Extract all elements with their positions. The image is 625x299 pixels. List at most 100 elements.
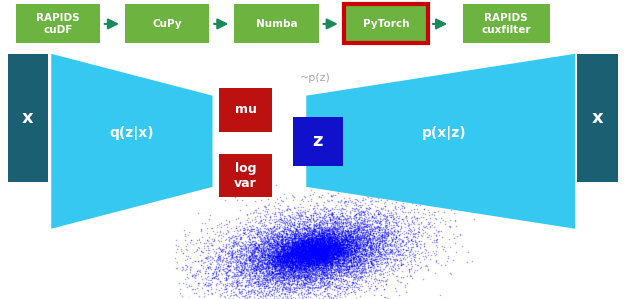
Point [304, 260, 314, 264]
Point [326, 237, 336, 241]
Point [292, 265, 302, 269]
Point [324, 245, 334, 250]
Point [319, 282, 329, 287]
Point [345, 248, 355, 253]
Point [319, 254, 329, 258]
Point [319, 257, 329, 261]
Point [359, 247, 369, 252]
Point [328, 253, 338, 257]
Point [286, 290, 296, 295]
Point [295, 254, 305, 258]
Point [271, 265, 281, 270]
Point [332, 245, 342, 250]
Point [301, 260, 311, 264]
Point [296, 256, 306, 260]
Point [258, 254, 268, 259]
Point [357, 246, 367, 251]
Point [349, 241, 359, 246]
Point [309, 248, 319, 253]
Point [241, 290, 251, 295]
Point [299, 219, 309, 223]
Point [302, 254, 312, 259]
Point [424, 209, 434, 214]
Point [334, 271, 344, 275]
Point [293, 275, 303, 280]
Point [298, 249, 308, 254]
Point [242, 295, 252, 299]
Point [329, 224, 339, 229]
Point [342, 244, 352, 249]
Point [292, 266, 302, 271]
Point [339, 254, 349, 259]
Point [248, 266, 258, 271]
Point [312, 255, 322, 260]
Point [309, 204, 319, 209]
Point [280, 241, 290, 246]
Point [344, 233, 354, 238]
Point [289, 263, 299, 268]
Point [237, 266, 247, 271]
Point [345, 259, 355, 264]
Point [326, 270, 336, 275]
Point [271, 270, 281, 275]
Point [322, 236, 332, 241]
Point [327, 279, 337, 284]
Point [306, 251, 316, 256]
Point [312, 257, 322, 262]
Point [209, 236, 219, 241]
Point [338, 217, 348, 222]
Point [318, 242, 328, 246]
Point [288, 231, 298, 236]
Point [315, 263, 325, 267]
Point [306, 251, 316, 256]
Point [289, 230, 299, 235]
Point [272, 255, 282, 260]
Point [352, 236, 362, 240]
Point [334, 260, 344, 265]
Point [243, 255, 253, 260]
Point [313, 250, 323, 255]
Point [279, 245, 289, 250]
Point [376, 254, 386, 259]
Point [279, 260, 289, 265]
Point [269, 212, 279, 216]
Point [275, 293, 285, 298]
Point [329, 246, 339, 251]
Point [321, 266, 331, 271]
Point [368, 221, 378, 226]
Point [233, 250, 243, 255]
Point [281, 271, 291, 275]
Point [331, 284, 341, 289]
Point [309, 227, 319, 231]
Point [302, 246, 312, 251]
Point [272, 249, 282, 254]
Point [412, 216, 422, 220]
Point [286, 228, 296, 233]
Point [281, 243, 291, 248]
Point [292, 215, 302, 220]
Point [345, 235, 355, 239]
Point [332, 249, 342, 254]
Point [304, 282, 314, 286]
Point [273, 241, 283, 246]
Point [445, 224, 455, 229]
Point [237, 198, 247, 203]
Point [276, 254, 286, 258]
Point [354, 245, 364, 250]
Point [279, 258, 289, 263]
Point [240, 296, 250, 299]
Point [346, 242, 356, 247]
Point [317, 248, 327, 253]
Point [379, 259, 389, 264]
Point [316, 228, 326, 233]
Point [300, 239, 310, 244]
Point [352, 237, 362, 241]
Point [291, 244, 301, 249]
Point [374, 226, 384, 231]
Point [250, 274, 260, 279]
Point [342, 246, 352, 251]
Point [222, 225, 232, 230]
Point [268, 226, 278, 231]
Point [326, 259, 336, 263]
Point [325, 261, 335, 266]
